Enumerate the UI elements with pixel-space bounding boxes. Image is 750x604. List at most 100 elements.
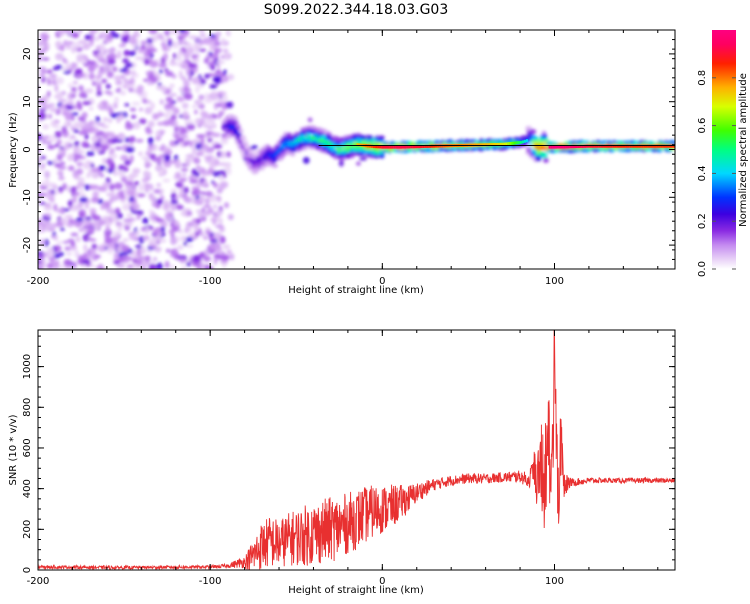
heatmap-noise-cell (104, 234, 111, 239)
heatmap-noise-cell (213, 258, 218, 265)
heatmap-noise-cell (160, 41, 166, 48)
heatmap-noise-cell (38, 260, 43, 265)
heatmap-noise-cell (73, 221, 83, 227)
heatmap-noise-cell (170, 114, 177, 121)
heatmap-noise-cell (89, 247, 97, 255)
heatmap-noise-cell (41, 76, 46, 83)
heatmap-noise-cell (76, 100, 82, 109)
heatmap-noise-cell (124, 193, 130, 201)
x-tick-label: -100 (199, 276, 222, 287)
heatmap-noise-cell (87, 127, 95, 133)
heatmap-noise-cell (204, 191, 213, 197)
heatmap-ridge-cell (600, 144, 603, 148)
heatmap-noise-cell (185, 236, 193, 243)
heatmap-noise-cell (136, 213, 141, 220)
heatmap-ridge-cell (375, 145, 378, 149)
heatmap-ridge-cell (302, 156, 310, 164)
heatmap-noise-cell (86, 172, 91, 179)
heatmap-noise-cell (123, 78, 128, 85)
heatmap-noise-cell (142, 90, 148, 99)
heatmap-noise-cell (160, 226, 165, 232)
heatmap-ridge-cell (664, 144, 667, 148)
heatmap-ridge-cell (543, 157, 549, 163)
heatmap-ridge-cell (641, 144, 644, 148)
heatmap-noise-cell (91, 244, 97, 249)
heatmap-ridge-cell (515, 141, 518, 145)
heatmap-noise-cell (79, 91, 88, 99)
heatmap-ridge-cell (478, 143, 481, 147)
heatmap-noise-cell (58, 176, 65, 181)
heatmap-noise-cell (142, 217, 149, 224)
heatmap-noise-cell (81, 141, 89, 148)
heatmap-noise-cell (225, 30, 230, 36)
heatmap-noise-cell (118, 43, 126, 48)
heatmap-ridge-cell (379, 135, 385, 139)
heatmap-ridge-cell (368, 144, 372, 148)
heatmap-noise-cell (181, 102, 189, 109)
heatmap-noise-cell (173, 248, 178, 256)
heatmap-noise-cell (84, 88, 94, 94)
heatmap-noise-cell (187, 62, 197, 69)
heatmap-noise-cell (97, 198, 104, 204)
heatmap-noise-cell (122, 166, 129, 172)
heatmap-noise-cell (74, 140, 80, 147)
heatmap-ridge-cell (559, 145, 562, 149)
heatmap-noise-cell (97, 51, 104, 60)
heatmap-noise-cell (58, 208, 65, 214)
heatmap-noise-cell (41, 162, 46, 169)
heatmap-noise-cell (146, 146, 154, 152)
heatmap-noise-cell (65, 116, 72, 121)
heatmap-noise-cell (176, 137, 185, 143)
heatmap-ridge-cell (371, 144, 374, 148)
heatmap-noise-cell (134, 181, 140, 186)
heatmap-ridge-cell (565, 145, 568, 149)
heatmap-noise-cell (73, 129, 80, 134)
heatmap-noise-cell (146, 249, 153, 253)
heatmap-ridge-cell (654, 144, 657, 148)
heatmap-noise-cell (84, 184, 90, 191)
heatmap-ridge-cell (618, 144, 622, 148)
heatmap-ridge-cell (623, 144, 626, 148)
heatmap-noise-cell (192, 76, 201, 84)
heatmap-noise-cell (70, 232, 79, 237)
heatmap-noise-cell (46, 247, 55, 254)
heatmap-noise-cell (38, 41, 46, 46)
heatmap-noise-cell (91, 167, 100, 173)
heatmap-noise-cell (160, 143, 166, 151)
heatmap-noise-cell (102, 181, 110, 188)
heatmap-noise-cell (135, 56, 143, 60)
heatmap-noise-cell (225, 101, 234, 109)
heatmap-noise-cell (185, 196, 192, 204)
heatmap-noise-cell (56, 139, 62, 144)
heatmap-ridge-cell (528, 125, 532, 129)
heatmap-noise-cell (53, 203, 58, 212)
heatmap-noise-cell (89, 34, 95, 43)
heatmap-noise-cell (226, 151, 231, 158)
heatmap-ridge-cell (594, 144, 597, 148)
heatmap-ridge-cell (542, 154, 548, 158)
heatmap-noise-cell (162, 52, 169, 61)
heatmap-noise-cell (52, 66, 58, 71)
heatmap-ridge-cell (575, 145, 578, 148)
heatmap-ridge-cell (274, 163, 278, 168)
heatmap-noise-cell (158, 62, 167, 69)
heatmap-noise-cell (169, 61, 178, 66)
heatmap-ridge-cell (637, 144, 640, 148)
heatmap-noise-cell (164, 149, 173, 155)
heatmap-noise-cell (164, 212, 170, 221)
heatmap-noise-cell (95, 224, 100, 231)
heatmap-noise-cell (90, 212, 97, 217)
heatmap-noise-cell (175, 55, 182, 62)
heatmap-noise-cell (212, 133, 221, 138)
heatmap-ridge-cell (314, 142, 319, 146)
heatmap-ridge-cell (356, 143, 359, 147)
heatmap-noise-cell (194, 225, 199, 233)
heatmap-noise-cell (67, 63, 73, 70)
x-tick-label: -200 (27, 276, 50, 287)
heatmap-noise-cell (168, 203, 177, 209)
heatmap-noise-cell (209, 83, 218, 90)
heatmap-noise-cell (141, 156, 149, 160)
heatmap-noise-cell (168, 264, 177, 269)
heatmap-noise-cell (174, 125, 179, 133)
